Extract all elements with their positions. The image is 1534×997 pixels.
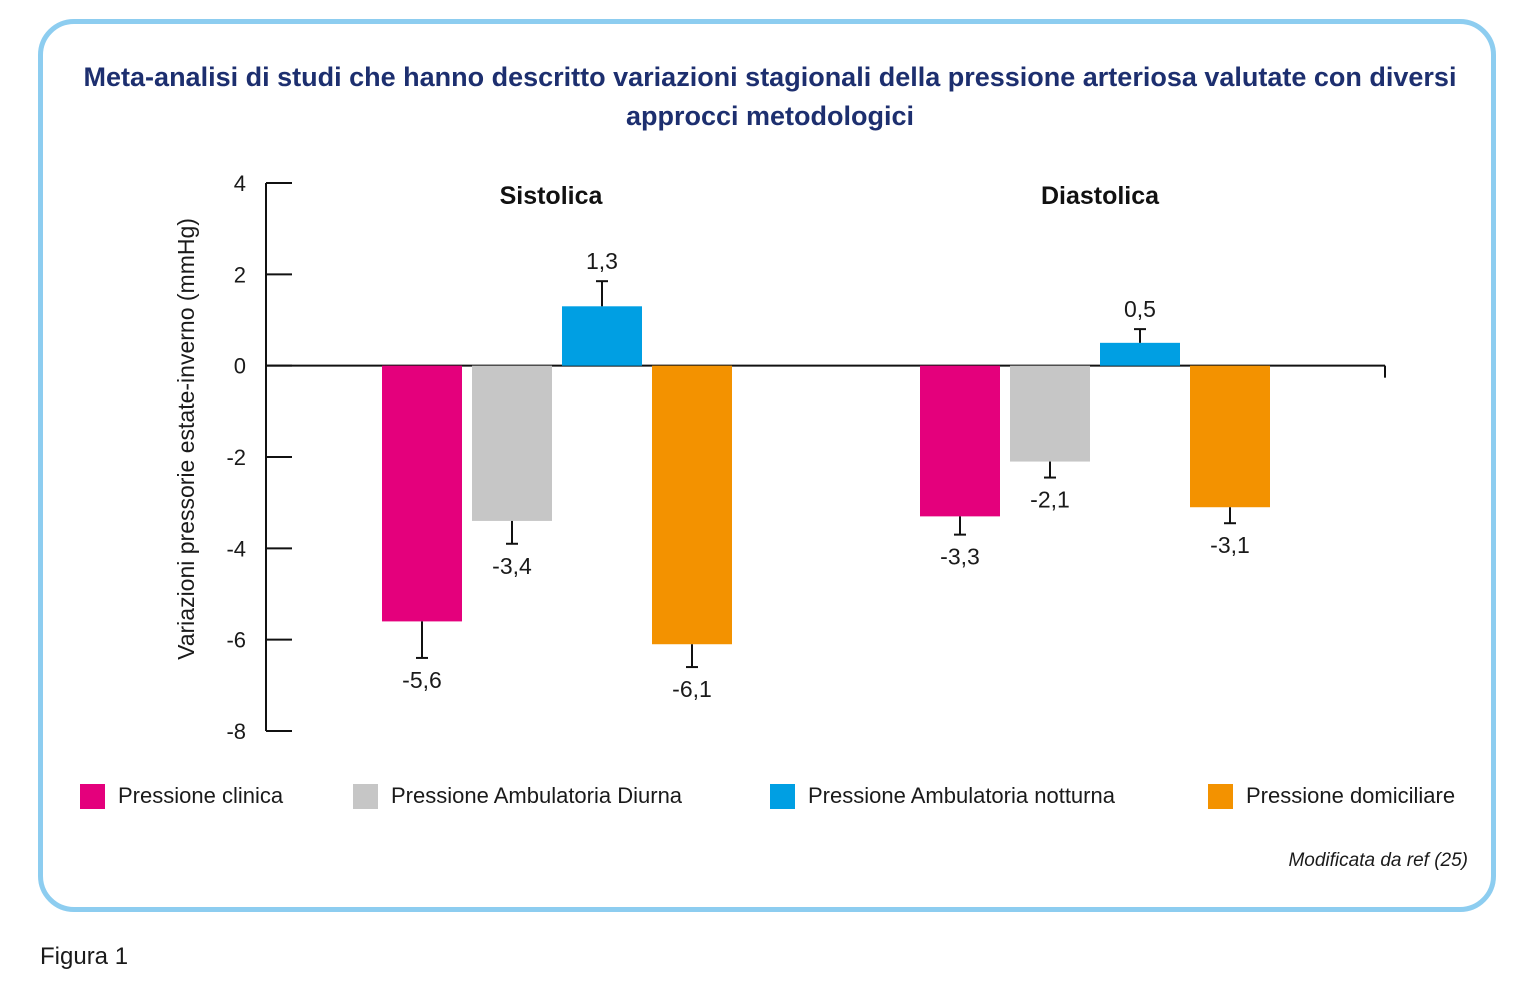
legend-swatch [80,783,105,809]
figure-caption: Figura 1 [40,943,129,970]
bar [652,365,732,645]
data-label: -3,4 [492,553,532,579]
legend-item: Pressione clinica [80,783,283,809]
category-label: Sistolica [500,182,604,210]
bar [1100,342,1180,366]
bar [382,365,462,622]
y-tick-label: -8 [226,719,246,744]
category-label: Diastolica [1041,182,1160,210]
bar [562,306,642,366]
bar [1010,365,1090,462]
data-label: -3,1 [1210,532,1250,558]
data-label: -3,3 [940,544,980,570]
data-label: -2,1 [1030,487,1070,513]
legend-label: Pressione clinica [118,783,284,808]
bar [920,365,1000,517]
source-note: Modificata da ref (25) [1288,850,1468,871]
legend-item: Pressione domiciliare [1208,783,1455,809]
y-tick-label: -2 [226,445,246,470]
bar [472,365,552,521]
legend-swatch [353,783,378,809]
data-label: 1,3 [586,248,618,274]
legend: Pressione clinica Pressione Ambulatoria … [80,783,1500,815]
data-label: 0,5 [1124,296,1156,322]
legend-label: Pressione Ambulatoria notturna [808,783,1115,808]
legend-item: Pressione Ambulatoria Diurna [353,783,682,809]
legend-swatch [1208,783,1233,809]
chart-title: Meta-analisi di studi che hanno descritt… [83,62,1457,131]
bar [1190,365,1270,508]
data-label: -5,6 [402,667,442,693]
bars: Sistolica -5,6 -3,4 1,3 -6,1 Diastolica -3,3 -2… [382,182,1270,702]
data-label: -6,1 [672,676,712,702]
legend-item: Pressione Ambulatoria notturna [770,783,1115,809]
y-axis-label: Variazioni pressorie estate-inverno (mmH… [173,218,199,660]
y-tick-label: 4 [234,171,246,196]
y-tick-label: 2 [234,262,246,287]
y-tick-label: -6 [226,628,246,653]
legend-swatch [770,783,795,809]
legend-label: Pressione Ambulatoria Diurna [391,783,683,808]
y-tick-label: -4 [226,536,246,561]
legend-label: Pressione domiciliare [1246,783,1456,808]
y-tick-label: 0 [234,354,246,379]
